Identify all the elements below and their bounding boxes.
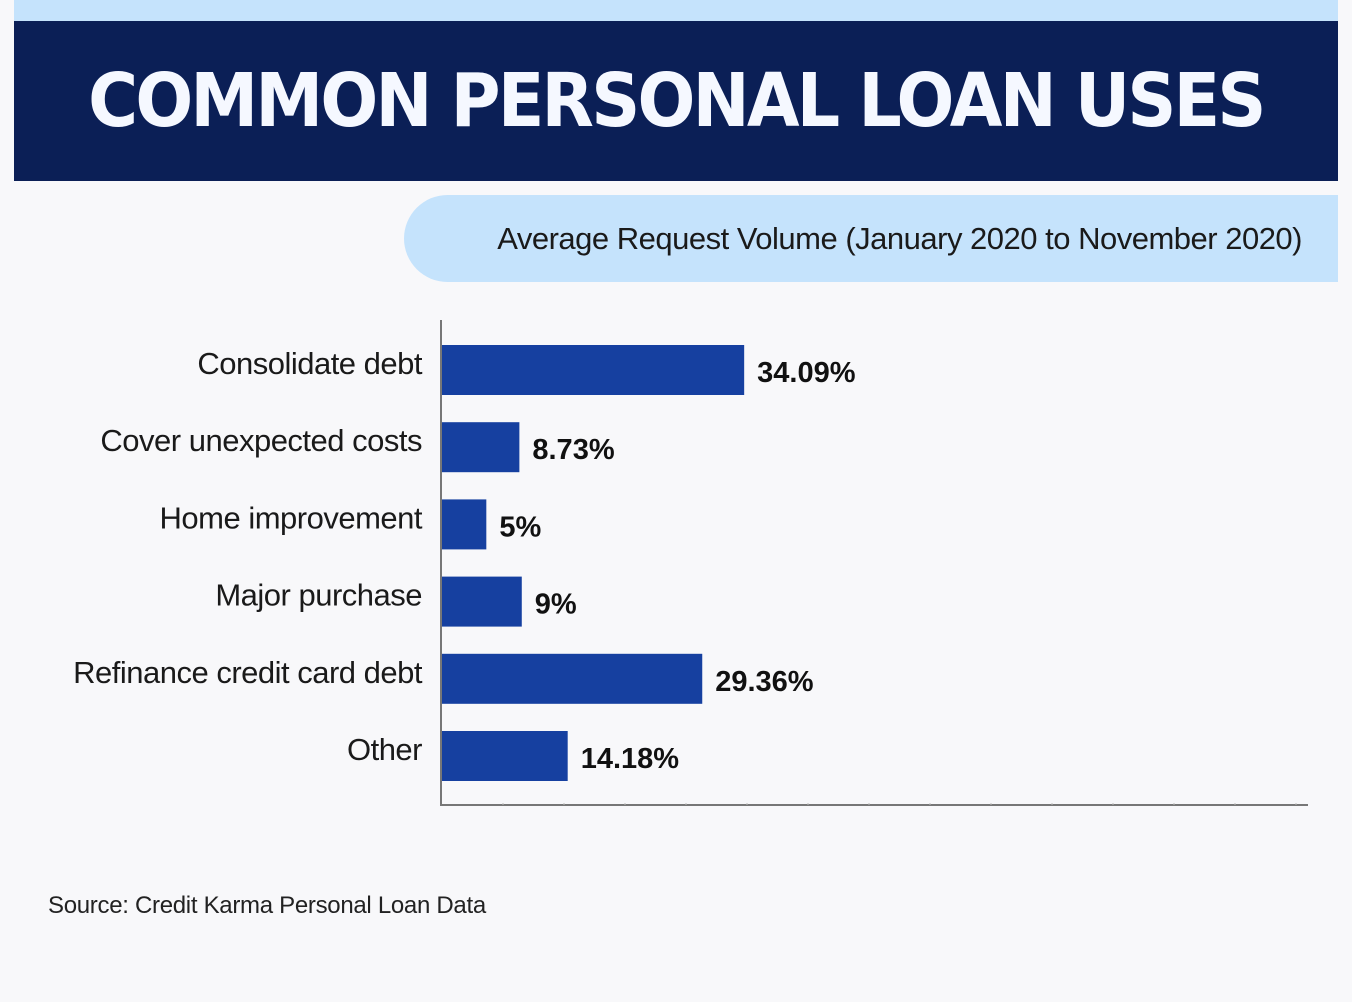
- top-strip: [14, 0, 1338, 21]
- data-label: 29.36%: [715, 666, 814, 698]
- category-label: Major purchase: [215, 578, 422, 613]
- bar: [442, 576, 522, 627]
- bar: [442, 653, 703, 704]
- chart-subtitle: Average Request Volume (January 2020 to …: [497, 220, 1302, 256]
- source-note: Source: Credit Karma Personal Loan Data: [48, 892, 486, 919]
- subtitle-pill: Average Request Volume (January 2020 to …: [404, 195, 1338, 282]
- data-label: 14.18%: [581, 743, 680, 775]
- bar: [442, 499, 487, 550]
- data-label: 9%: [535, 589, 577, 621]
- bar: [442, 731, 568, 781]
- data-label: 34.09%: [757, 357, 856, 389]
- category-label: Consolidate debt: [197, 346, 423, 381]
- category-label: Home improvement: [160, 500, 423, 535]
- category-label: Other: [347, 732, 422, 767]
- title-banner: COMMON PERSONAL LOAN USES: [14, 21, 1338, 181]
- bar: [442, 422, 520, 473]
- category-label: Refinance credit card debt: [73, 655, 423, 690]
- chart-title: COMMON PERSONAL LOAN USES: [88, 58, 1266, 144]
- data-label: 5%: [499, 511, 541, 543]
- bar: [442, 345, 745, 395]
- category-label: Cover unexpected costs: [100, 423, 422, 458]
- data-label: 8.73%: [532, 434, 614, 466]
